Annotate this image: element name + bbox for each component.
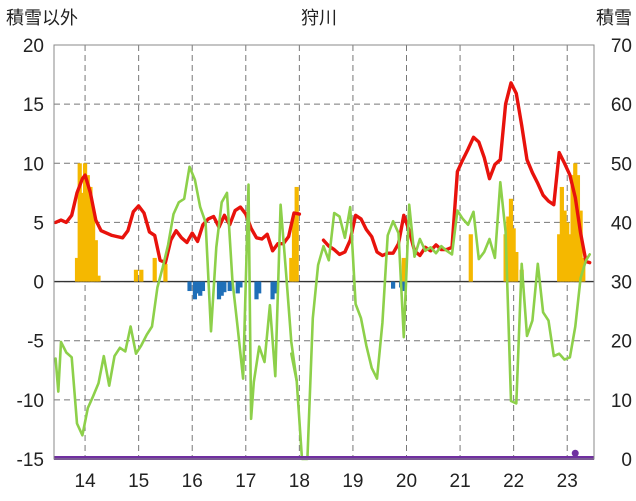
negative-bar [235,281,240,294]
negative-bar [270,281,275,300]
left-tick-label: 5 [33,213,44,234]
negative-bar [238,281,243,288]
right-axis-label: 積雪 [596,8,632,29]
snow-bar [77,163,82,282]
snow-bar [85,175,90,282]
snow-bar [80,192,85,282]
snow-bar [93,240,98,282]
snow-bar [91,210,96,282]
right-tick-label: 70 [611,36,632,57]
left-tick-label: -10 [17,391,44,412]
snow-bar [562,210,567,282]
right-tick-label: 10 [611,391,632,412]
snow-bar [506,216,511,282]
snow-bar [291,216,297,282]
snow-bar [573,163,578,282]
negative-bar [257,281,262,294]
x-tick-label: 18 [289,471,310,492]
left-tick-label: 20 [23,36,44,57]
x-tick-label: 20 [396,471,417,492]
snow-bar [511,228,516,282]
left-tick-label: 0 [33,273,44,294]
temperature-line [321,81,592,265]
x-tick-label: 23 [557,471,578,492]
snow-bar [567,234,572,282]
snow-bar [96,275,101,282]
left-tick-label: -5 [27,332,44,353]
snow-bar [74,257,80,282]
negative-bar [200,281,206,292]
negative-bar [187,281,192,292]
baseline-marker [571,449,579,457]
x-tick-label: 19 [342,471,363,492]
snow-bar [401,257,406,282]
snow-bar [133,269,139,282]
snow-bar [82,163,88,282]
negative-bar [227,281,232,292]
x-tick-label: 21 [450,471,471,492]
negative-bar [192,281,197,300]
negative-bar [216,281,222,300]
snow-bar [152,257,157,282]
grid [54,45,594,459]
negative-bar [219,281,224,296]
title: 狩川 [301,8,337,29]
negative-bar [254,281,259,300]
negative-bar [401,281,406,292]
negative-bar [195,281,200,294]
temperature-line [53,173,302,265]
x-tick-label: 17 [235,471,256,492]
plot-frame [53,44,595,460]
snow-bar [575,175,581,282]
negative-bar [222,281,227,293]
right-tick-label: 50 [611,154,632,175]
x-tick-label: 15 [128,471,149,492]
right-tick-label: 30 [611,273,632,294]
green_line-line [290,352,298,383]
left-tick-label: 10 [23,154,44,175]
snow-bar [557,234,562,282]
snow-bar [508,198,514,282]
snow-bar [468,234,473,282]
snow-bar [88,186,93,282]
left-axis-label: 積雪以外 [6,8,78,29]
x-tick-label: 16 [182,471,203,492]
right-tick-label: 60 [611,95,632,116]
x-tick-label: 22 [503,471,524,492]
snow-bar [559,186,564,282]
negative-bar [198,281,203,296]
x-tick-label: 14 [75,471,97,492]
snow-bar [139,269,144,282]
snow-bar [514,252,519,282]
negative-bar [391,281,396,289]
snow-bar [570,175,575,282]
green_line-line [54,165,591,461]
snow-bar [163,263,168,282]
right-tick-label: 20 [611,332,632,353]
snow-bar [578,210,583,282]
snow-bar [565,222,570,282]
left-tick-label: 15 [23,95,44,116]
snow-bar [289,257,294,282]
lines [53,81,594,461]
negative-bar [273,281,278,294]
left-tick-label: -15 [17,450,44,471]
snow-bar [294,186,299,282]
right-tick-label: 40 [611,213,632,234]
right-tick-label: 0 [621,450,632,471]
